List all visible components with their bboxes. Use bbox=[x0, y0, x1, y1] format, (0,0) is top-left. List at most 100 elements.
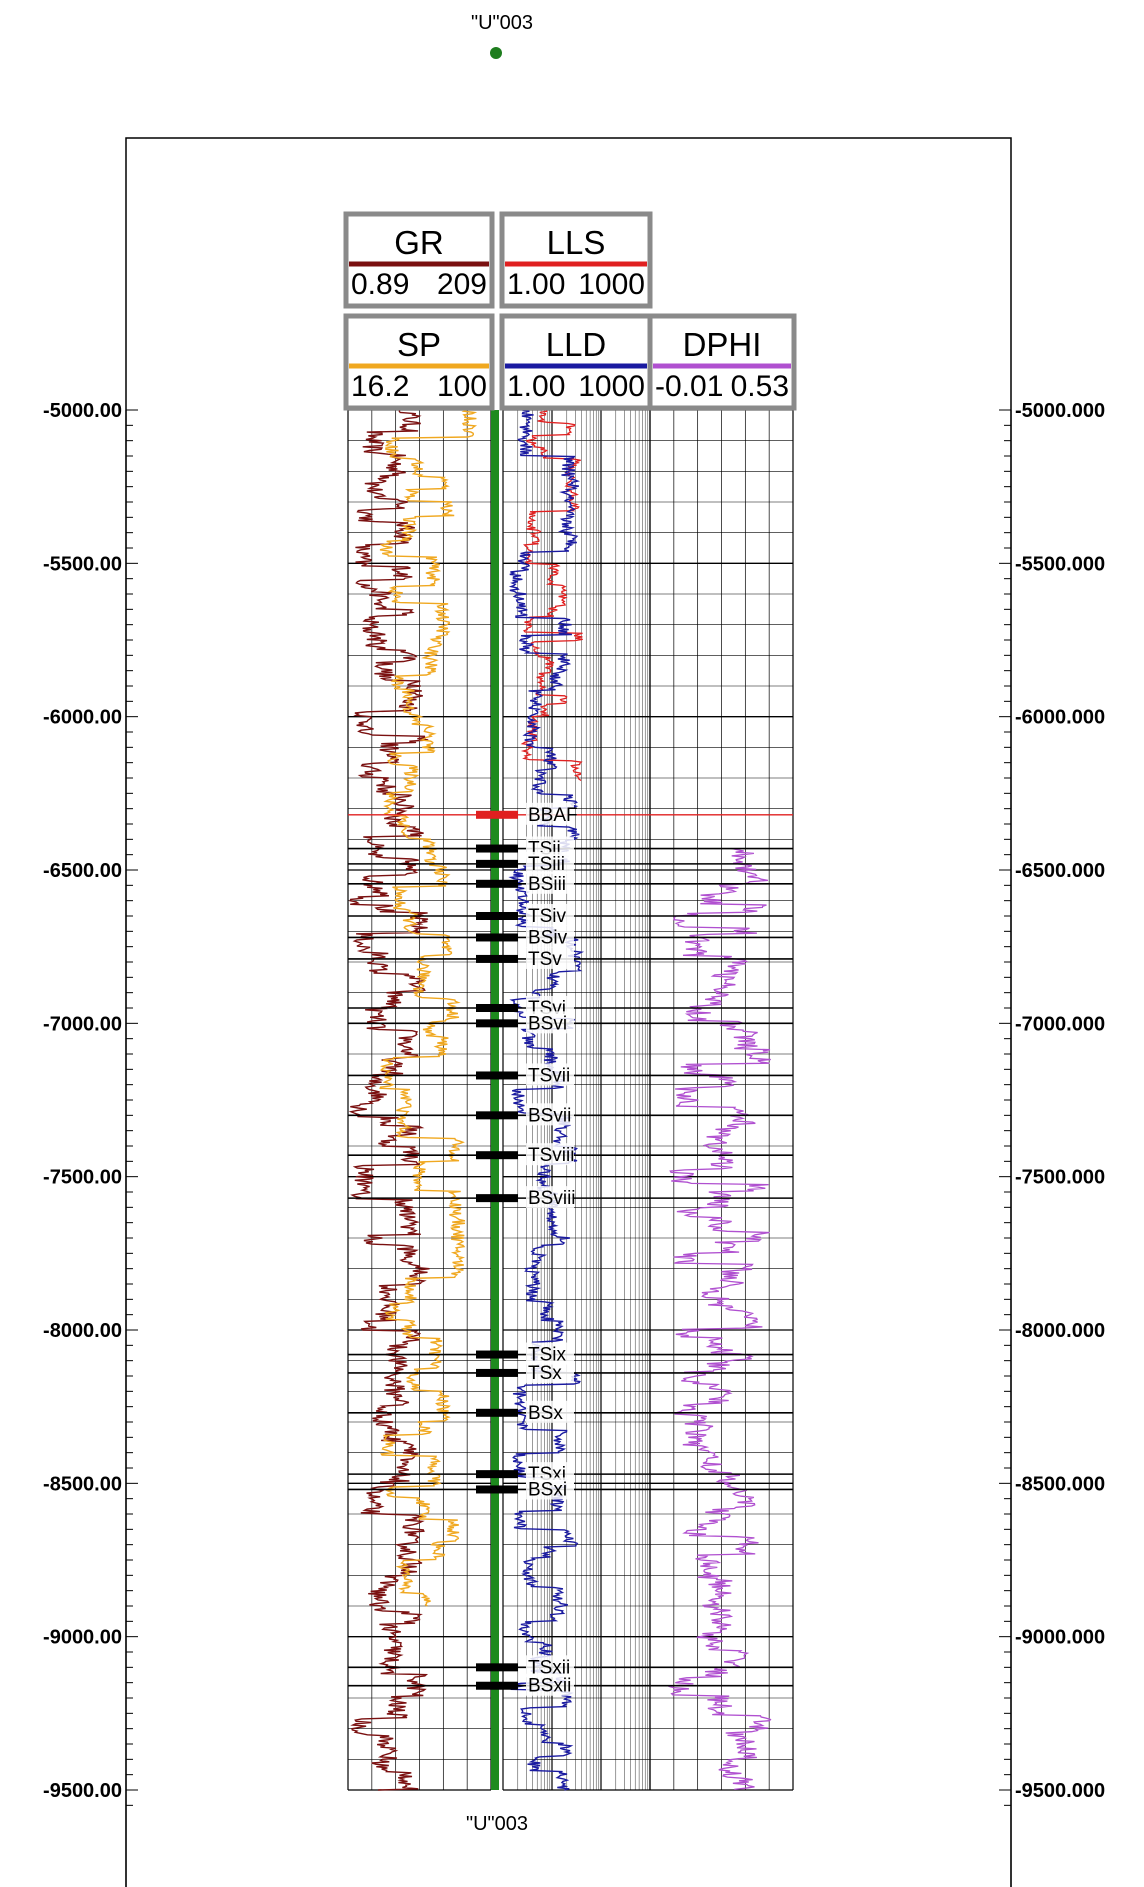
formation-top-marker bbox=[476, 1681, 518, 1690]
curve-name-lls: LLS bbox=[547, 224, 606, 261]
curve-headers: GR 0.89 209 SP 16.2 100 LLS 1.00 1000 LLD 1.00 1000… bbox=[343, 211, 797, 411]
formation-top-label: TSix bbox=[528, 1345, 567, 1366]
right-depth-label: -7000.000 bbox=[1015, 1013, 1105, 1035]
left-depth-label: -8000.00 bbox=[43, 1320, 122, 1342]
formation-top-label: TSx bbox=[528, 1363, 562, 1384]
formation-top-label: BSx bbox=[528, 1403, 563, 1424]
right-depth-label: -5500.000 bbox=[1015, 553, 1105, 575]
formation-top-label: TSv bbox=[528, 949, 562, 970]
formation-top-label-bg bbox=[526, 1143, 574, 1166]
formation-top-marker bbox=[476, 1408, 518, 1417]
curve-max-lld: 1000 bbox=[578, 370, 645, 403]
left-depth-label: -7500.00 bbox=[43, 1167, 122, 1189]
curve-name-gr: GR bbox=[394, 224, 444, 261]
formation-top-marker bbox=[476, 810, 518, 819]
formation-top-marker bbox=[476, 1019, 518, 1028]
formation-top-marker bbox=[476, 912, 518, 920]
right-depth-label: -9500.000 bbox=[1015, 1780, 1105, 1802]
formation-top-label-bg bbox=[526, 1400, 574, 1423]
curve-name-dphi: DPHI bbox=[683, 326, 762, 363]
formation-top-marker bbox=[476, 1151, 518, 1160]
formation-top-marker bbox=[476, 1368, 518, 1377]
curve-min-lls: 1.00 bbox=[507, 268, 565, 301]
formation-top-marker bbox=[476, 859, 518, 868]
formation-top-label-bg bbox=[526, 1360, 574, 1383]
left-depth-label: -5500.00 bbox=[43, 553, 122, 575]
curve-name-sp: SP bbox=[397, 326, 441, 363]
right-depth-label: -5000.000 bbox=[1015, 400, 1105, 422]
formation-top-label: BSvii bbox=[528, 1105, 571, 1126]
left-depth-label: -6000.00 bbox=[43, 707, 122, 729]
formation-top-label-bg bbox=[526, 1063, 574, 1086]
formation-top-marker bbox=[476, 1004, 518, 1012]
log-curves bbox=[348, 409, 772, 1791]
curve-max-sp: 100 bbox=[437, 370, 487, 403]
formation-top-marker bbox=[476, 954, 518, 963]
right-depth-label: -6000.000 bbox=[1015, 707, 1105, 729]
curve-min-dphi: -0.01 bbox=[655, 370, 723, 403]
left-depth-label: -6500.00 bbox=[43, 860, 122, 882]
formation-top-marker bbox=[476, 1470, 518, 1479]
formation-top-label: BSiv bbox=[528, 927, 568, 948]
right-depth-label: -8500.000 bbox=[1015, 1473, 1105, 1495]
curve-header-box-gr bbox=[343, 211, 495, 309]
formation-top-marker bbox=[476, 879, 518, 888]
curve-min-sp: 16.2 bbox=[351, 370, 409, 403]
left-depth-label: -9000.00 bbox=[43, 1627, 122, 1649]
formation-top-label-bg bbox=[526, 1477, 574, 1500]
right-depth-label: -9000.000 bbox=[1015, 1627, 1105, 1649]
right-depth-label: -8000.000 bbox=[1015, 1320, 1105, 1342]
curve-max-dphi: 0.53 bbox=[731, 370, 789, 403]
formation-top-label: BSiii bbox=[528, 874, 566, 895]
left-depth-label: -9500.00 bbox=[43, 1780, 122, 1802]
formation-top-label: TSiv bbox=[528, 906, 567, 927]
formation-top-label-bg bbox=[526, 1186, 574, 1209]
formation-top-label-bg bbox=[526, 871, 574, 894]
depth-track-bar bbox=[491, 410, 499, 1790]
formation-top-marker bbox=[476, 1485, 518, 1494]
well-location-marker bbox=[490, 47, 502, 59]
formation-top-marker bbox=[476, 1194, 518, 1203]
formation-top-label-bg bbox=[526, 1655, 574, 1678]
lld-curve bbox=[508, 409, 585, 1791]
formation-top-marker bbox=[476, 1071, 518, 1080]
formation-top-label: TSvii bbox=[528, 1065, 570, 1086]
formation-top-label: TSxii bbox=[528, 1657, 570, 1678]
formation-top-label: TSviii bbox=[528, 1145, 574, 1166]
dphi-curve bbox=[668, 847, 772, 1791]
curve-header-box-lls bbox=[499, 211, 653, 309]
formation-top-label-bg bbox=[526, 1342, 574, 1365]
formation-top-label: TSiii bbox=[528, 854, 565, 875]
curve-max-lls: 1000 bbox=[578, 268, 645, 301]
gr-curve bbox=[348, 409, 430, 1791]
formation-top-marker bbox=[476, 1663, 518, 1672]
formation-top-label: BSxii bbox=[528, 1676, 571, 1697]
left-depth-label: -8500.00 bbox=[43, 1473, 122, 1495]
left-depth-axis: -5000.00 -5500.00 -6000.00 -6500.00 -7000.00… bbox=[43, 400, 138, 1887]
formation-top-label-bg bbox=[526, 851, 574, 874]
right-depth-label: -6500.000 bbox=[1015, 860, 1105, 882]
formation-top-label-bg bbox=[526, 1011, 574, 1034]
track-3-grid bbox=[649, 409, 794, 1791]
formation-top-marker bbox=[476, 1111, 518, 1120]
formation-top-label: BBAF bbox=[528, 805, 578, 826]
right-depth-axis: -5000.000 -5500.000 -6000.000 -6500.000 -700… bbox=[999, 400, 1105, 1887]
formation-top-label: BSxi bbox=[528, 1479, 567, 1500]
curve-name-lld: LLD bbox=[546, 326, 607, 363]
left-depth-label: -5000.00 bbox=[43, 400, 122, 422]
formation-top-label-bg bbox=[526, 1673, 574, 1696]
formation-top-marker bbox=[476, 844, 518, 853]
formation-top-label: BSvi bbox=[528, 1013, 567, 1034]
formation-top-label-bg bbox=[526, 946, 574, 969]
curve-max-gr: 209 bbox=[437, 268, 487, 301]
formation-top-marker bbox=[476, 1350, 518, 1359]
formation-tops: BBAFTSiiTSiiiBSiiiTSivBSivTSvTSviBSviTSv… bbox=[348, 802, 793, 1697]
curve-min-lld: 1.00 bbox=[507, 370, 565, 403]
left-depth-label: -7000.00 bbox=[43, 1013, 122, 1035]
formation-top-label: BSviii bbox=[528, 1188, 576, 1209]
right-depth-label: -7500.000 bbox=[1015, 1167, 1105, 1189]
formation-top-marker bbox=[476, 933, 518, 942]
well-name-top: "U"003 bbox=[471, 12, 533, 34]
formation-top-label-bg bbox=[526, 802, 574, 825]
